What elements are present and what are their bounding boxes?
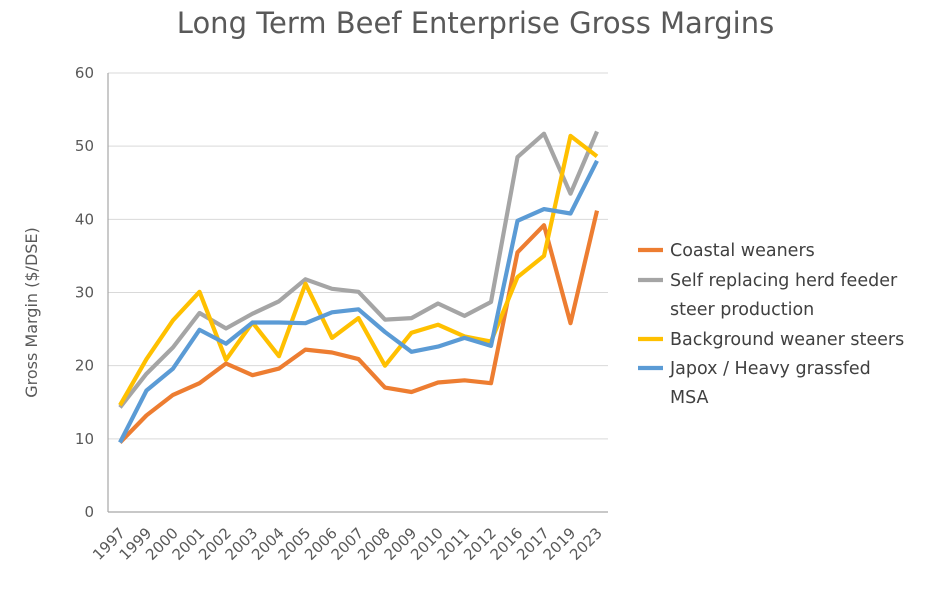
legend-label-2: Self replacing herd feeder steer producti… — [670, 271, 898, 320]
legend: Coastal weaners Self replacing herd feede… — [638, 241, 904, 408]
y-tick-label-30: 30 — [75, 284, 94, 302]
chart-title: Long Term Beef Enterprise Gross Margins — [176, 6, 775, 40]
y-tick-label-50: 50 — [75, 137, 94, 155]
gridlines — [108, 72, 608, 440]
series-line-1 — [118, 210, 600, 444]
series-line-3 — [118, 133, 599, 407]
y-axis-title: Gross Margin ($/DSE) — [22, 227, 41, 398]
y-tick-label-0: 0 — [84, 503, 94, 521]
y-tick-label-20: 20 — [75, 357, 94, 375]
y-tick-label-40: 40 — [75, 210, 94, 228]
series-lines — [118, 130, 600, 444]
y-tick-label-60: 60 — [75, 64, 94, 82]
legend-label-4: Japox / Heavy grassfed MSA — [669, 359, 871, 408]
legend-label-3: Background weaner steers — [670, 330, 904, 350]
legend-label-1: Coastal weaners — [670, 241, 815, 261]
series-line-2 — [118, 130, 599, 409]
y-tick-label-10: 10 — [75, 430, 94, 448]
series-line-4 — [118, 159, 599, 444]
